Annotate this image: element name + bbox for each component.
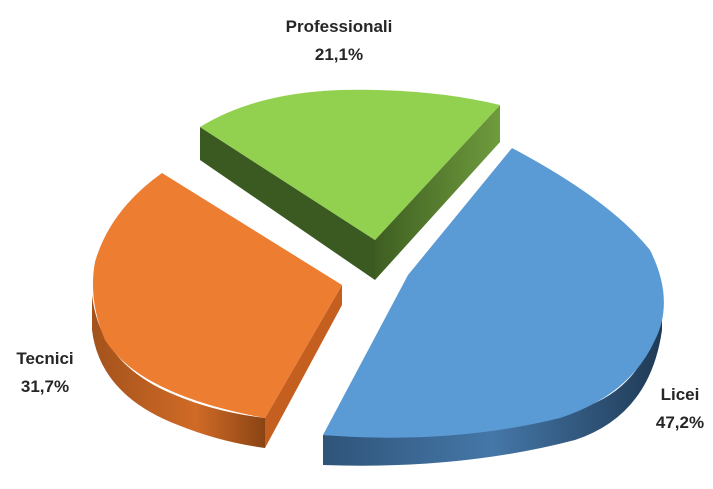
slice-professionali (200, 89, 500, 280)
slice-professionali-left-side (200, 127, 375, 280)
label-professionali-value: 21,1% (315, 45, 363, 64)
slice-tecnici (92, 173, 342, 448)
slice-professionali-top (200, 89, 500, 240)
label-tecnici-name: Tecnici (16, 349, 73, 368)
slice-licei-top (323, 148, 664, 438)
data-labels: Professionali 21,1% Tecnici 31,7% Licei … (16, 17, 704, 432)
slice-tecnici-front (265, 285, 342, 448)
label-licei-value: 47,2% (656, 413, 704, 432)
label-professionali-name: Professionali (286, 17, 393, 36)
slice-licei (323, 148, 664, 466)
slice-licei-side (323, 300, 662, 466)
slice-professionali-right-side (375, 105, 500, 280)
label-licei-name: Licei (661, 385, 700, 404)
slice-tecnici-top (92, 173, 342, 418)
slice-tecnici-side (92, 295, 265, 448)
label-tecnici-value: 31,7% (21, 377, 69, 396)
